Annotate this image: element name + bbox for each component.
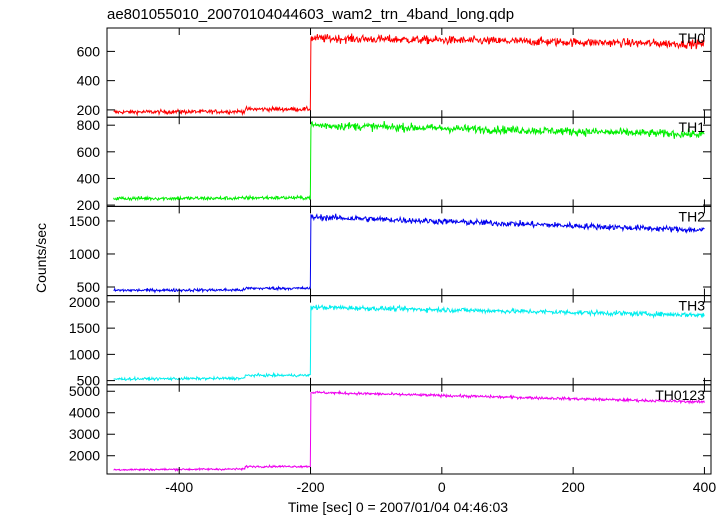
y-tick-label: 5000 (69, 383, 100, 399)
y-tick-label: 1500 (69, 320, 100, 336)
x-tick-label: 200 (561, 479, 585, 495)
panel-th1: 200 400 600 800 TH1 (77, 116, 712, 213)
panel-th3: 500 1000 1500 2000 TH3 (69, 294, 712, 389)
y-tick-label: 200 (77, 102, 101, 118)
chart-title: ae801055010_20070104044603_wam2_trn_4ban… (107, 6, 514, 23)
series-label: TH2 (679, 208, 706, 224)
y-tick-label: 1000 (69, 346, 100, 362)
series-line-th1 (113, 120, 705, 202)
series-label: TH1 (679, 119, 706, 135)
y-tick-label: 200 (77, 197, 101, 213)
series-label: TH0 (679, 30, 706, 46)
x-tick-label: 0 (438, 479, 446, 495)
y-tick-label: 400 (77, 73, 101, 89)
series-line-th0123 (113, 389, 705, 472)
series-label: TH3 (679, 298, 706, 314)
y-tick-label: 1000 (69, 246, 100, 262)
y-tick-label: 4000 (69, 405, 100, 421)
series-line-th2 (113, 213, 705, 294)
y-tick-label: 1500 (69, 213, 100, 229)
panel-th0: 200 400 600 TH0 (77, 27, 712, 118)
y-tick-label: 3000 (69, 426, 100, 442)
series-line-th3 (113, 303, 705, 382)
series-line-th0 (113, 33, 705, 117)
x-tick-label: 400 (693, 479, 717, 495)
x-axis: -400 -200 0 200 400 (165, 479, 716, 495)
series-label: TH0123 (655, 387, 705, 403)
y-tick-label: 600 (77, 144, 101, 160)
y-tick-label: 500 (77, 373, 101, 389)
y-tick-label: 600 (77, 43, 101, 59)
panels-group: 200 400 600 TH0 200 400 600 800 TH1 500 1000 1500 TH… (69, 27, 712, 475)
panel-frame (106, 27, 712, 118)
panel-frame (106, 384, 712, 475)
y-tick-label: 800 (77, 117, 101, 133)
x-axis-label: Time [sec] 0 = 2007/01/04 04:46:03 (288, 499, 508, 515)
y-tick-label: 500 (77, 279, 101, 295)
y-axis-label: Counts/sec (33, 223, 49, 293)
y-tick-label: 2000 (69, 294, 100, 310)
panel-th2: 500 1000 1500 TH2 (69, 205, 712, 297)
x-tick-label: -400 (165, 479, 193, 495)
y-tick-label: 400 (77, 170, 101, 186)
y-tick-label: 2000 (69, 448, 100, 464)
panel-th0123: 2000 3000 4000 5000 TH0123 (69, 383, 712, 475)
x-tick-label: -200 (297, 479, 325, 495)
